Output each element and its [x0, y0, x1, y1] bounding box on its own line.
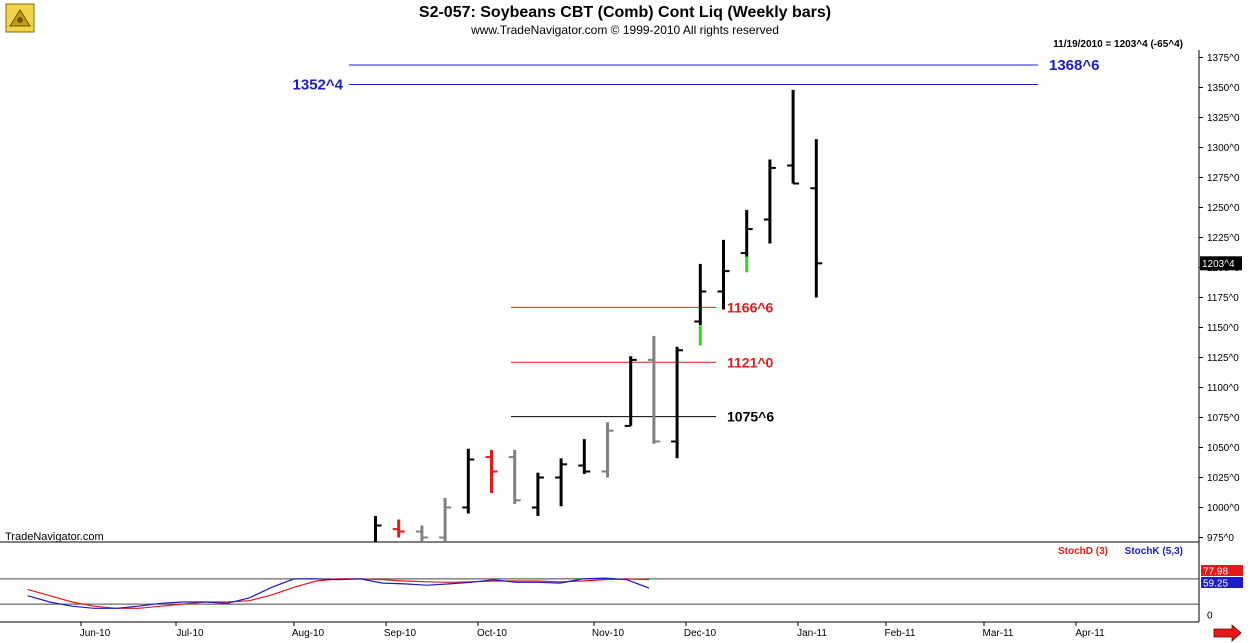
ohlc-bar	[787, 89, 800, 185]
watermark-text: TradeNavigator.com	[5, 531, 104, 543]
y-tick-label: 1000^0	[1207, 503, 1240, 514]
support-resistance-levels: 1368^6 1352^4 1166^6 1121^0 1075^6	[293, 57, 1100, 425]
x-tick-label: Aug-10	[292, 628, 325, 639]
level-label: 1075^6	[727, 409, 774, 425]
stoch-y-tick: 0	[1207, 611, 1213, 622]
x-tick-label: Jun-10	[80, 628, 111, 639]
chart-title: S2-057: Soybeans CBT (Comb) Cont Liq (We…	[419, 4, 831, 21]
ohlc-bar	[624, 356, 637, 427]
ohlc-bar	[277, 577, 289, 597]
ohlc-bar	[300, 570, 312, 592]
x-tick-label: Oct-10	[477, 628, 507, 639]
y-tick-label: 1350^0	[1207, 83, 1240, 94]
stochd-line	[27, 578, 650, 609]
y-tick-label: 1275^0	[1207, 173, 1240, 184]
ohlc-bar	[230, 568, 242, 586]
x-tick-label: Nov-10	[592, 628, 625, 639]
stochk-last-value: 59.25	[1203, 579, 1228, 590]
x-tick-label: Jul-10	[176, 628, 204, 639]
ohlc-bar	[462, 448, 475, 514]
ohlc-bar	[531, 472, 544, 516]
ohlc-bar	[508, 449, 521, 504]
level-label: 1166^6	[727, 299, 774, 315]
price-y-axis: 975^0 1000^0 1025^0 1050^0 1075^0 1100^0 1125^…	[1199, 53, 1240, 544]
ohlc-bar	[392, 519, 405, 538]
last-price-marker: 1203^4	[1200, 256, 1242, 271]
level-label: 1368^6	[1049, 57, 1099, 74]
ohlc-bar	[578, 439, 591, 474]
y-tick-label: 1250^0	[1207, 203, 1240, 214]
ohlc-bar	[346, 556, 358, 590]
ohlc-bar	[671, 346, 684, 459]
stochastics-panel: 0	[0, 577, 1213, 622]
ohlc-bar	[161, 558, 173, 598]
ohlc-bar	[717, 239, 730, 310]
y-tick-label: 1100^0	[1207, 383, 1239, 394]
ohlc-bar	[439, 497, 452, 542]
scroll-right-arrow-icon[interactable]	[1213, 624, 1242, 642]
stoch-last-values: 77.98 59.25	[1201, 565, 1243, 590]
logo-icon	[5, 3, 35, 33]
x-tick-label: Dec-10	[684, 628, 717, 639]
last-price-label: 1203^4	[1202, 259, 1235, 270]
x-tick-label: Feb-11	[885, 628, 916, 639]
x-tick-label: Mar-11	[983, 628, 1014, 639]
y-tick-label: 1300^0	[1207, 143, 1240, 154]
y-tick-label: 1225^0	[1207, 233, 1240, 244]
level-label: 1352^4	[293, 77, 344, 94]
ohlc-bar	[207, 565, 219, 591]
ohlc-bar	[323, 574, 335, 592]
time-x-axis: Jun-10 Jul-10 Aug-10 Sep-10 Oct-10 Nov-10 Dec-…	[80, 622, 1105, 639]
ohlc-bar	[485, 449, 498, 494]
stochk-line	[27, 577, 650, 609]
y-tick-label: 1325^0	[1207, 113, 1240, 124]
legend-stochk: StochK (5,3)	[1125, 546, 1183, 557]
y-tick-label: 1175^0	[1207, 293, 1239, 304]
y-tick-label: 1375^0	[1207, 53, 1240, 64]
y-tick-label: 1025^0	[1207, 473, 1240, 484]
ohlc-bar	[184, 562, 196, 586]
stochd-last-value: 77.98	[1203, 567, 1228, 578]
ohlc-bar	[374, 515, 382, 542]
ohlc-bar	[694, 263, 707, 346]
price-bars	[161, 89, 823, 598]
y-tick-label: 1050^0	[1207, 443, 1240, 454]
x-tick-label: Jan-11	[797, 628, 827, 639]
copyright-text: www.TradeNavigator.com © 1999-2010 All r…	[470, 23, 779, 37]
x-tick-label: Sep-10	[384, 628, 417, 639]
ohlc-bar	[601, 422, 614, 478]
ohlc-bar	[740, 209, 753, 273]
y-tick-label: 975^0	[1207, 533, 1234, 544]
last-price-info: 11/19/2010 = 1203^4 (-65^4)	[1053, 39, 1183, 50]
ohlc-bar	[555, 458, 568, 507]
y-tick-label: 1125^0	[1207, 353, 1239, 364]
level-label: 1121^0	[727, 354, 774, 370]
y-tick-label: 1150^0	[1207, 323, 1239, 334]
ohlc-bar	[647, 335, 660, 444]
ohlc-bar	[763, 159, 776, 244]
ohlc-bar	[810, 139, 823, 298]
ohlc-bar	[415, 525, 428, 542]
ohlc-bar	[254, 574, 266, 598]
x-tick-label: Apr-11	[1075, 628, 1105, 639]
y-tick-label: 1075^0	[1207, 413, 1240, 424]
legend-stochd: StochD (3)	[1058, 546, 1108, 557]
